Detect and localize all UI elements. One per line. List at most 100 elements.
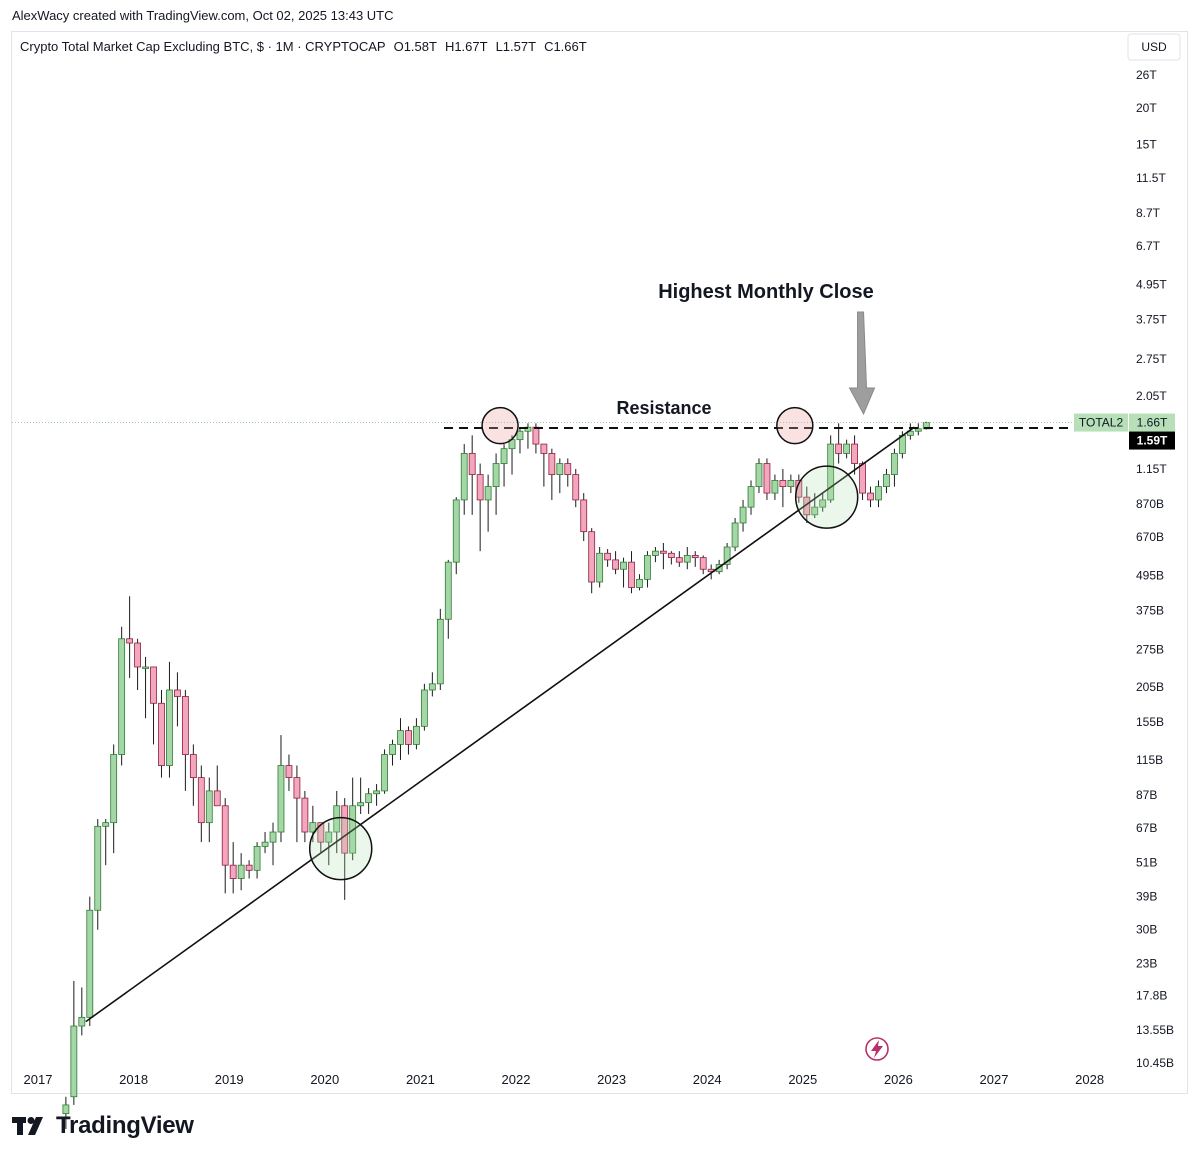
candle[interactable] bbox=[572, 468, 580, 508]
candle[interactable] bbox=[102, 819, 110, 866]
candle[interactable] bbox=[293, 765, 301, 843]
candle[interactable] bbox=[229, 842, 237, 894]
candle[interactable] bbox=[723, 543, 731, 570]
candle[interactable] bbox=[556, 458, 564, 494]
candle[interactable] bbox=[540, 443, 548, 487]
candle[interactable] bbox=[516, 427, 524, 454]
candle[interactable] bbox=[500, 444, 508, 487]
candle[interactable] bbox=[779, 468, 787, 508]
candle[interactable] bbox=[564, 458, 572, 487]
candle[interactable] bbox=[755, 458, 763, 494]
candle[interactable] bbox=[771, 474, 779, 500]
candle[interactable] bbox=[428, 672, 436, 697]
candle[interactable] bbox=[883, 468, 890, 494]
candle[interactable] bbox=[413, 718, 420, 750]
candle[interactable] bbox=[652, 547, 659, 563]
candle[interactable] bbox=[174, 672, 181, 727]
candle[interactable] bbox=[381, 749, 388, 794]
candle[interactable] bbox=[166, 661, 173, 778]
candle[interactable] bbox=[787, 474, 795, 494]
candle[interactable] bbox=[683, 547, 691, 570]
candle[interactable] bbox=[747, 480, 755, 515]
candle[interactable] bbox=[189, 744, 197, 806]
candle[interactable] bbox=[731, 518, 739, 552]
candle[interactable] bbox=[62, 1096, 70, 1129]
candle[interactable] bbox=[285, 754, 293, 791]
candle[interactable] bbox=[245, 860, 253, 879]
candle[interactable] bbox=[859, 461, 866, 500]
candle[interactable] bbox=[205, 777, 213, 843]
candle[interactable] bbox=[389, 739, 396, 766]
candle[interactable] bbox=[365, 788, 373, 814]
resistance-circle[interactable] bbox=[481, 406, 519, 445]
candle[interactable] bbox=[835, 423, 843, 464]
candle[interactable] bbox=[253, 842, 261, 879]
support-circle[interactable] bbox=[308, 816, 373, 881]
candle[interactable] bbox=[94, 819, 102, 930]
candle[interactable] bbox=[763, 458, 771, 500]
candle[interactable] bbox=[142, 656, 149, 719]
candle[interactable] bbox=[667, 551, 675, 565]
candle[interactable] bbox=[134, 638, 141, 690]
candle[interactable] bbox=[237, 853, 245, 891]
tradingview-brand[interactable]: TradingView bbox=[12, 1112, 194, 1140]
candle[interactable] bbox=[596, 547, 604, 588]
candle[interactable] bbox=[261, 832, 269, 854]
candle[interactable] bbox=[548, 448, 556, 500]
candle[interactable] bbox=[126, 596, 134, 678]
candle[interactable] bbox=[158, 689, 165, 778]
candle[interactable] bbox=[118, 626, 126, 766]
candle[interactable] bbox=[110, 744, 118, 854]
candle[interactable] bbox=[484, 474, 492, 532]
candle[interactable] bbox=[875, 480, 882, 508]
candle[interactable] bbox=[906, 423, 914, 440]
candle[interactable] bbox=[86, 896, 94, 1027]
candle[interactable] bbox=[699, 555, 707, 575]
candle[interactable] bbox=[468, 435, 476, 515]
candle[interactable] bbox=[444, 559, 452, 639]
candle[interactable] bbox=[181, 689, 189, 791]
candle[interactable] bbox=[373, 784, 380, 806]
candle[interactable] bbox=[843, 439, 851, 459]
candle[interactable] bbox=[795, 474, 803, 503]
candle[interactable] bbox=[452, 497, 460, 575]
candle[interactable] bbox=[357, 777, 365, 814]
candle[interactable] bbox=[819, 493, 827, 512]
candle[interactable] bbox=[436, 608, 444, 690]
candle[interactable] bbox=[397, 718, 404, 760]
candle[interactable] bbox=[150, 666, 157, 745]
candle[interactable] bbox=[492, 453, 500, 515]
candle[interactable] bbox=[644, 551, 651, 588]
candle[interactable] bbox=[691, 551, 699, 567]
bolt-icon[interactable] bbox=[865, 1037, 889, 1061]
candle[interactable] bbox=[604, 549, 612, 567]
candle[interactable] bbox=[420, 683, 428, 731]
candle[interactable] bbox=[659, 543, 667, 570]
candle[interactable] bbox=[675, 551, 683, 567]
candle[interactable] bbox=[325, 822, 333, 866]
candle[interactable] bbox=[891, 448, 898, 487]
support-trendline[interactable] bbox=[85, 426, 915, 1023]
candle[interactable] bbox=[70, 980, 78, 1105]
currency-button[interactable]: USD bbox=[1127, 33, 1181, 61]
candle[interactable] bbox=[221, 798, 229, 894]
candle[interactable] bbox=[620, 557, 627, 588]
candle[interactable] bbox=[197, 765, 205, 843]
candle[interactable] bbox=[867, 486, 874, 508]
candle[interactable] bbox=[827, 435, 835, 503]
support-circle[interactable] bbox=[794, 465, 859, 529]
candle[interactable] bbox=[301, 790, 309, 843]
candle[interactable] bbox=[341, 798, 349, 900]
candle[interactable] bbox=[612, 551, 619, 575]
candle[interactable] bbox=[851, 435, 858, 475]
candle[interactable] bbox=[317, 822, 325, 854]
candle[interactable] bbox=[628, 551, 635, 594]
candle[interactable] bbox=[636, 574, 643, 591]
candle[interactable] bbox=[476, 463, 484, 552]
candle[interactable] bbox=[269, 822, 277, 866]
candle[interactable] bbox=[213, 765, 221, 807]
candle[interactable] bbox=[739, 499, 747, 532]
candle[interactable] bbox=[580, 493, 588, 542]
candle[interactable] bbox=[914, 423, 922, 436]
